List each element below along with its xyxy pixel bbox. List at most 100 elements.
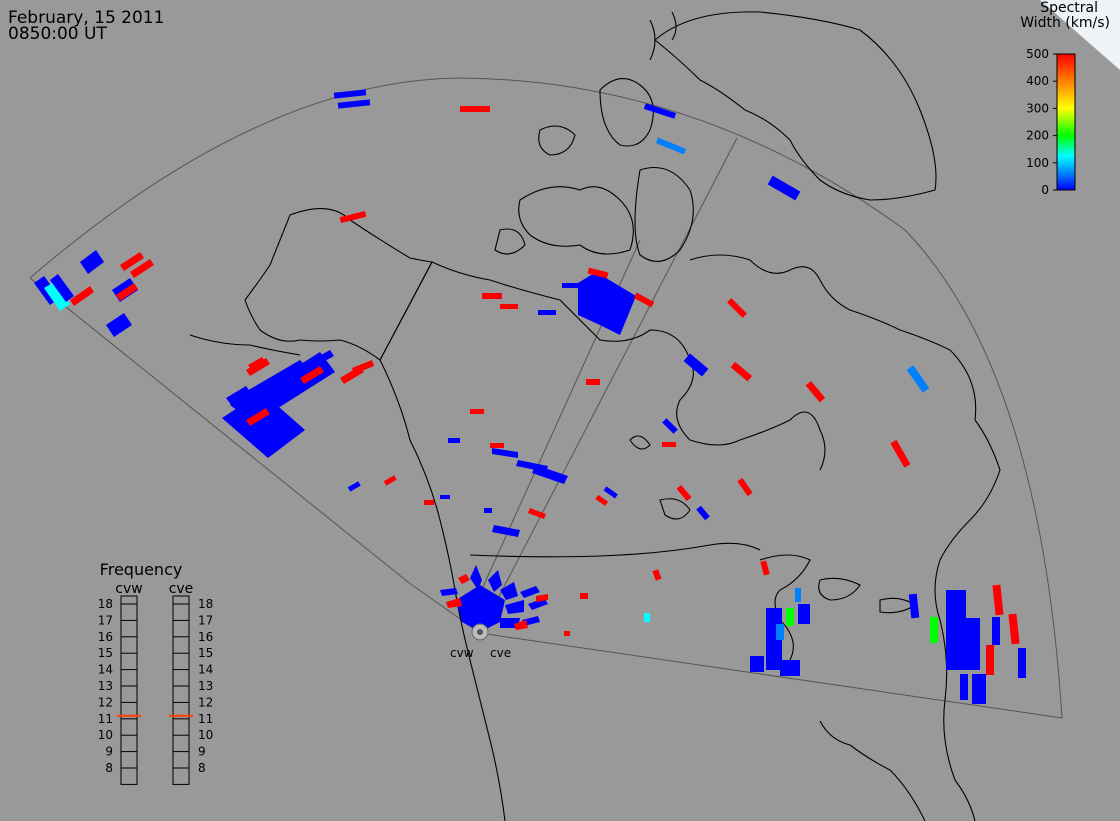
cell [737, 477, 753, 497]
cell [992, 617, 1000, 645]
frequency-label-left: 18 [98, 597, 113, 611]
colorbar-tick-label: 100 [1026, 156, 1049, 170]
colorbar-tick-label: 300 [1026, 101, 1049, 115]
cell [488, 570, 502, 592]
frequency-label-right: 14 [198, 663, 213, 677]
cell [676, 484, 692, 502]
cell [70, 286, 94, 306]
great-lakes-1 [759, 554, 811, 661]
cell [528, 598, 548, 610]
victoria-island [518, 186, 634, 255]
aleutians [189, 334, 301, 356]
fov-center-line [479, 137, 738, 634]
frequency-label-right: 13 [198, 679, 213, 693]
cell [930, 617, 938, 643]
frequency-label-left: 8 [105, 761, 113, 775]
cell [44, 282, 70, 311]
cell [337, 99, 371, 109]
cell [727, 298, 747, 318]
frequency-label-left: 14 [98, 663, 113, 677]
frequency-label-left: 16 [98, 630, 113, 644]
cell [246, 408, 270, 426]
colorbar-gradient [1056, 53, 1076, 191]
cell [130, 259, 154, 278]
cell [456, 585, 505, 632]
cell [972, 674, 986, 704]
cell [490, 443, 504, 448]
cell [260, 352, 335, 410]
fov-bottom-edge [479, 632, 1063, 719]
cell [1008, 613, 1020, 645]
cell [652, 569, 662, 581]
cell [662, 442, 676, 447]
cell [458, 574, 470, 584]
cell [992, 584, 1004, 616]
east-coast [934, 419, 1001, 821]
cell [805, 381, 826, 403]
lakes [629, 435, 691, 520]
cell [80, 250, 104, 274]
gulf-coast [819, 720, 926, 821]
cell [908, 593, 920, 619]
plot-title: February, 15 2011 0850:00 UT [8, 10, 164, 43]
cell [106, 313, 132, 337]
cell [470, 565, 482, 590]
frequency-box-left [120, 595, 138, 785]
frequency-label-left: 15 [98, 646, 113, 660]
frequency-label-right: 12 [198, 695, 213, 709]
cell [643, 103, 677, 119]
cell [492, 525, 520, 537]
radar-site-west-label: cvw [450, 646, 474, 660]
greenland-north [649, 11, 677, 61]
frequency-label-left: 13 [98, 679, 113, 693]
cell [683, 353, 709, 377]
frequency-label-left: 11 [98, 712, 113, 726]
cell [520, 586, 540, 598]
cell [696, 505, 710, 521]
cell [655, 137, 687, 155]
radar-sites: cvw cve [450, 623, 511, 660]
backscatter-cells [34, 89, 1026, 704]
cell [767, 175, 801, 201]
frequency-label-right: 15 [198, 646, 213, 660]
frequency-label-right: 9 [198, 745, 206, 759]
cell [798, 604, 810, 624]
colorbar-title-2: Width (km/s) [1020, 15, 1110, 31]
cell [776, 624, 784, 640]
cell [750, 656, 764, 672]
cell [964, 618, 980, 670]
cell [580, 593, 588, 599]
cell [383, 475, 397, 486]
colorbar: Spectral Width (km/s) 500 400 300 200 100 0 [1020, 0, 1110, 197]
cell [786, 608, 794, 626]
cell [730, 361, 752, 382]
colorbar-tick-label: 200 [1026, 129, 1049, 143]
cell [424, 500, 434, 505]
cell [564, 631, 570, 636]
frequency-label-right: 16 [198, 630, 213, 644]
frequency-right-scale: 18 17 16 15 14 13 12 11 10 9 8 [169, 595, 213, 785]
cell [766, 608, 782, 670]
cell [514, 620, 528, 630]
frequency-label-right: 10 [198, 728, 213, 742]
frequency-label-right: 18 [198, 597, 213, 611]
cell [50, 274, 74, 302]
radar-site-east-label: cve [490, 646, 511, 660]
cell [440, 495, 450, 499]
cell [890, 439, 911, 468]
cell [505, 600, 524, 614]
frequency-left-scale: 18 17 16 15 14 13 12 11 10 9 8 [98, 595, 141, 785]
cell [780, 660, 800, 676]
cell [595, 494, 609, 506]
cell [946, 590, 966, 670]
cell [662, 418, 678, 434]
cell [587, 267, 609, 279]
corner-decoration [1040, 0, 1120, 70]
cell [248, 357, 266, 371]
arctic-island-2 [494, 228, 526, 255]
frequency-left-radar: cvw [115, 581, 142, 597]
cell [500, 304, 518, 309]
cell [532, 465, 568, 484]
cell [482, 293, 502, 299]
